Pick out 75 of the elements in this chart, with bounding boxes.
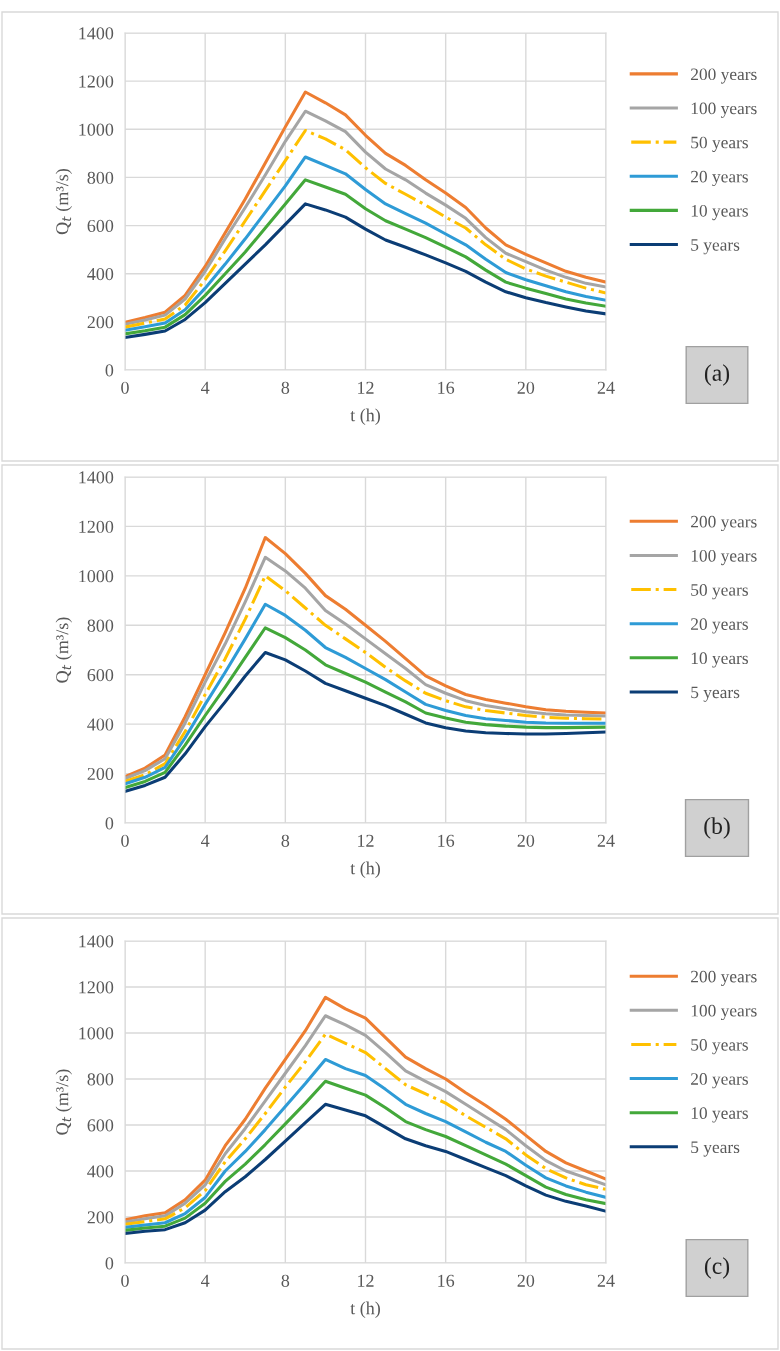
x-tick-label: 16 [438, 1274, 455, 1287]
y-axis-title: Q$_{t}$ (m³/s) [55, 169, 72, 235]
legend-label: 5 years [691, 239, 740, 255]
y-tick-label: 600 [87, 1119, 114, 1132]
y-tick-label: 1200 [79, 981, 114, 994]
x-tick-label: 8 [281, 381, 290, 394]
legend-label: 200 years [691, 515, 757, 532]
x-tick-label: 20 [517, 381, 535, 394]
x-tick-label: 12 [358, 1274, 374, 1287]
x-axis-title: t (h) [350, 1301, 380, 1318]
x-tick-label: 4 [201, 1274, 210, 1287]
y-axis-title: Q$_{t}$ (m³/s) [55, 617, 72, 683]
text: (c) [704, 1257, 730, 1279]
x-tick-label: 20 [517, 1274, 535, 1287]
y-tick-label: 1200 [79, 520, 114, 533]
x-tick-label: 4 [201, 381, 210, 394]
x-tick-label: 12 [358, 381, 374, 394]
y-tick-label: 800 [87, 171, 114, 184]
x-tick-label: 16 [438, 834, 455, 847]
legend-label: 5 years [691, 1141, 740, 1157]
text: (a) [704, 364, 730, 386]
legend-label: 20 years [691, 1073, 748, 1089]
y-tick-label: 1200 [79, 75, 114, 88]
y-axis-title: Q$_{t}$ (m³/s) [55, 1069, 72, 1135]
y-tick-label: 1400 [79, 27, 114, 40]
y-tick-label: 1400 [79, 471, 114, 484]
y-tick-label: 0 [105, 817, 114, 830]
y-tick-label: 800 [87, 619, 114, 632]
line-series [125, 650, 606, 793]
text: (b) [704, 817, 730, 839]
y-tick-label: 1000 [79, 123, 114, 136]
y-tick-label: 600 [87, 219, 114, 233]
legend-label: 10 years [691, 1107, 748, 1123]
legend-label: 100 years [691, 549, 757, 566]
y-tick-label: 200 [87, 1211, 114, 1224]
x-tick-label: 24 [597, 834, 615, 847]
y-tick-label: 800 [87, 1073, 114, 1086]
legend-label: 50 years [691, 136, 748, 152]
legend-label: 20 years [691, 618, 748, 634]
legend-label: 50 years [691, 584, 748, 600]
x-axis-title: t (h) [350, 861, 380, 878]
x-tick-label: 0 [121, 1274, 129, 1287]
x-axis-title: t (h) [350, 408, 380, 425]
y-tick-label: 400 [87, 718, 114, 731]
x-tick-label: 4 [201, 834, 210, 847]
x-tick-label: 24 [597, 381, 615, 394]
legend-label: 10 years [691, 204, 748, 221]
legend-label: 10 years [691, 652, 748, 668]
legend-label: 100 years [691, 102, 757, 118]
legend-label: 20 years [691, 170, 748, 187]
y-tick-label: 1000 [79, 570, 114, 583]
legend-label: 100 years [691, 1004, 757, 1021]
x-tick-label: 0 [121, 834, 129, 847]
x-tick-label: 8 [281, 834, 290, 847]
y-tick-label: 200 [87, 767, 114, 781]
y-tick-label: 1000 [79, 1027, 114, 1040]
y-tick-label: 400 [87, 1165, 114, 1178]
x-tick-label: 12 [358, 834, 374, 847]
x-tick-label: 20 [517, 834, 535, 847]
x-tick-label: 0 [121, 381, 129, 394]
legend-label: 50 years [691, 1038, 748, 1055]
legend-label: 200 years [691, 68, 757, 84]
x-tick-label: 24 [597, 1274, 615, 1287]
legend-label: 5 years [691, 686, 740, 702]
y-tick-label: 1400 [79, 935, 114, 948]
line-series [125, 1102, 606, 1236]
y-tick-label: 0 [105, 364, 114, 377]
legend-label: 200 years [691, 970, 757, 986]
y-tick-label: 600 [87, 668, 114, 682]
y-tick-label: 0 [105, 1257, 114, 1270]
line-series [125, 202, 606, 340]
x-tick-label: 16 [438, 381, 455, 394]
x-tick-label: 8 [281, 1274, 290, 1287]
y-tick-label: 200 [87, 316, 114, 329]
y-tick-label: 400 [87, 267, 114, 281]
